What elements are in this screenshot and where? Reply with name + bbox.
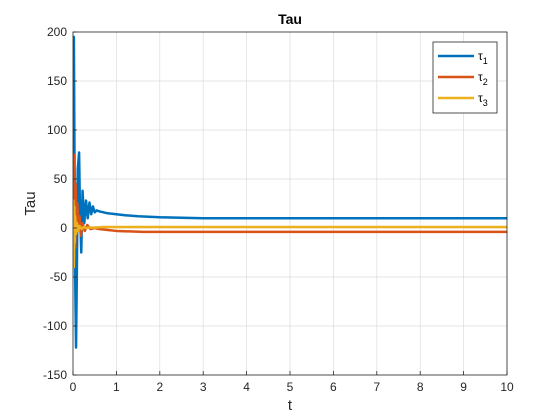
y-tick-label: 0 <box>60 221 67 235</box>
y-tick-label: -50 <box>50 270 68 284</box>
series-line-3 <box>73 199 507 269</box>
legend-label-subscript: 3 <box>483 98 488 108</box>
y-tick-label: -100 <box>43 319 67 333</box>
y-axis-label: Tau <box>22 191 39 215</box>
legend-label-2: τ2 <box>478 70 488 87</box>
legend-label-base: τ <box>478 70 483 84</box>
legend-label-base: τ <box>478 49 483 63</box>
series-line-1 <box>73 35 507 349</box>
x-tick-label: 2 <box>156 380 163 394</box>
y-tick-label: 200 <box>47 25 67 39</box>
x-tick-label: 1 <box>113 380 120 394</box>
x-tick-label: 4 <box>243 380 250 394</box>
legend-label-3: τ3 <box>478 91 488 108</box>
series-layer <box>73 35 507 349</box>
x-tick-label: 6 <box>330 380 337 394</box>
y-tick-label: 100 <box>47 123 67 137</box>
legend-label-1: τ1 <box>478 49 488 66</box>
x-tick-label: 10 <box>500 380 514 394</box>
tick-layer: 0 1 2 3 4 5 6 7 8 9 10 -150 -100 -50 0 50 100 150 200 <box>43 25 514 394</box>
legend-label-subscript: 2 <box>483 77 488 87</box>
x-tick-label: 5 <box>287 380 294 394</box>
chart-title: Tau <box>278 11 302 27</box>
y-tick-label: 50 <box>54 172 68 186</box>
legend-label-subscript: 1 <box>483 56 488 66</box>
legend-label-base: τ <box>478 91 483 105</box>
x-tick-label: 3 <box>200 380 207 394</box>
x-axis-label: t <box>288 397 293 414</box>
x-tick-label: 0 <box>70 380 77 394</box>
x-tick-label: 8 <box>417 380 424 394</box>
y-tick-label: -150 <box>43 368 67 382</box>
x-tick-label: 7 <box>373 380 380 394</box>
x-tick-label: 9 <box>460 380 467 394</box>
y-tick-label: 150 <box>47 74 67 88</box>
